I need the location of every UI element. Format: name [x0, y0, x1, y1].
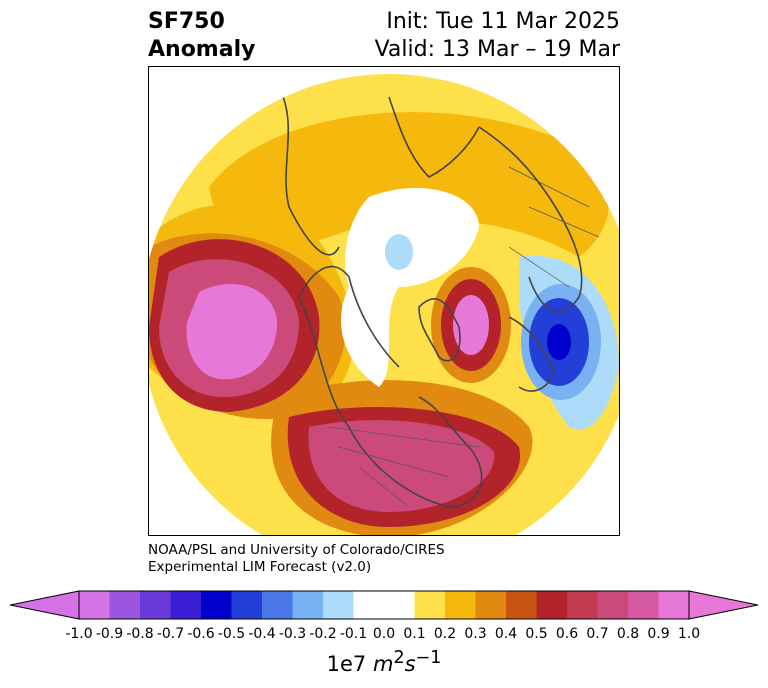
coastlines	[278, 86, 583, 508]
title-variable: SF750	[148, 9, 225, 34]
init-date-label: Init: Tue 11 Mar 2025	[386, 9, 620, 34]
colorbar-cell	[262, 591, 293, 619]
forecast-dates: Init: Tue 11 Mar 2025 Valid: 13 Mar – 19…	[375, 8, 620, 64]
colorbar-tick-label: -0.8	[126, 626, 154, 642]
anomaly-fill-1.0-pacific	[186, 284, 278, 380]
colorbar-cell	[292, 591, 324, 619]
colorbar-tick-label: 0.8	[616, 626, 640, 642]
colorbar-cell	[201, 591, 232, 619]
colorbar-cell	[567, 591, 598, 619]
colorbar-cell	[628, 591, 659, 619]
colorbar-cell	[475, 591, 507, 619]
colorbar-tick-label: -0.4	[248, 626, 276, 642]
colorbar-tick-label: 0.6	[555, 626, 579, 642]
colorbar-cell	[506, 591, 537, 619]
map-title: SF750 Anomaly	[148, 8, 255, 64]
colorbar-tick-label: -0.2	[309, 626, 337, 642]
colorbar-cell	[140, 591, 171, 619]
colorbar-cell	[109, 591, 141, 619]
polar-stereographic-map	[149, 74, 619, 535]
colorbar-tick-label: 0.0	[372, 626, 396, 642]
anomaly-fill-0.2-north	[209, 112, 609, 257]
colorbar-tick-label: -0.7	[156, 626, 185, 642]
colorbar-tick-label: 0.4	[494, 626, 518, 642]
unit-s: s	[404, 652, 416, 676]
colorbar-tick-label: 0.3	[464, 626, 487, 642]
credit-line-1: NOAA/PSL and University of Colorado/CIRE…	[148, 542, 445, 558]
colorbar-tick-label: 0.5	[525, 626, 548, 642]
colorbar	[10, 590, 758, 620]
colorbar-tick-label: 1.0	[677, 626, 701, 642]
colorbar-cell	[170, 591, 202, 619]
unit-prefix: 1e7	[326, 652, 373, 676]
colorbar-tick-label: -1.0	[65, 626, 93, 642]
unit-s-exponent: −1	[415, 648, 442, 668]
colorbar-cell	[353, 591, 385, 619]
data-credit: NOAA/PSL and University of Colorado/CIRE…	[148, 542, 445, 576]
political-borders	[328, 166, 600, 508]
colorbar-cell	[536, 591, 568, 619]
colorbar-tick-label: -0.3	[278, 626, 307, 642]
colorbar-cell	[384, 591, 415, 619]
colorbar-extend-left	[10, 590, 80, 620]
colorbar-tick-label: -0.9	[95, 626, 124, 642]
colorbar-tick-label: 0.9	[647, 626, 670, 642]
valid-date-label: Valid: 13 Mar – 19 Mar	[374, 37, 620, 62]
anomaly-fill-minus-0.6-europe	[547, 324, 571, 360]
colorbar-tick-label: 0.1	[403, 626, 426, 642]
colorbar-tick-label: -0.5	[217, 626, 246, 642]
colorbar-tick-label: 0.2	[433, 626, 457, 642]
colorbar-cell	[597, 591, 629, 619]
colorbar-cell	[231, 591, 263, 619]
title-type: Anomaly	[148, 37, 256, 62]
colorbar-cell	[79, 591, 110, 619]
colorbar-cell	[658, 591, 690, 619]
colorbar-cell	[414, 591, 446, 619]
unit-m-exponent: 2	[393, 648, 405, 668]
colorbar-cells	[78, 590, 690, 620]
colorbar-unit-label: 1e7 m2s−1	[0, 648, 768, 676]
anomaly-fill-1.0-atlantic	[453, 295, 489, 355]
colorbar-cell	[323, 591, 354, 619]
colorbar-extend-right	[688, 590, 758, 620]
colorbar-tick-label: 0.7	[586, 626, 609, 642]
credit-line-2: Experimental LIM Forecast (v2.0)	[148, 559, 372, 575]
colorbar-cell	[445, 591, 476, 619]
anomaly-fill-minus-0.1-small	[385, 234, 413, 270]
anomaly-map	[148, 66, 620, 536]
colorbar-tick-label: -0.1	[339, 626, 368, 642]
colorbar-tick-label: -0.6	[187, 626, 215, 642]
colorbar-tick-labels: -1.0 -0.9 -0.8 -0.7 -0.6 -0.5 -0.4 -0.3 -0.2 -0.1…	[0, 626, 768, 646]
unit-m: m	[372, 652, 394, 676]
